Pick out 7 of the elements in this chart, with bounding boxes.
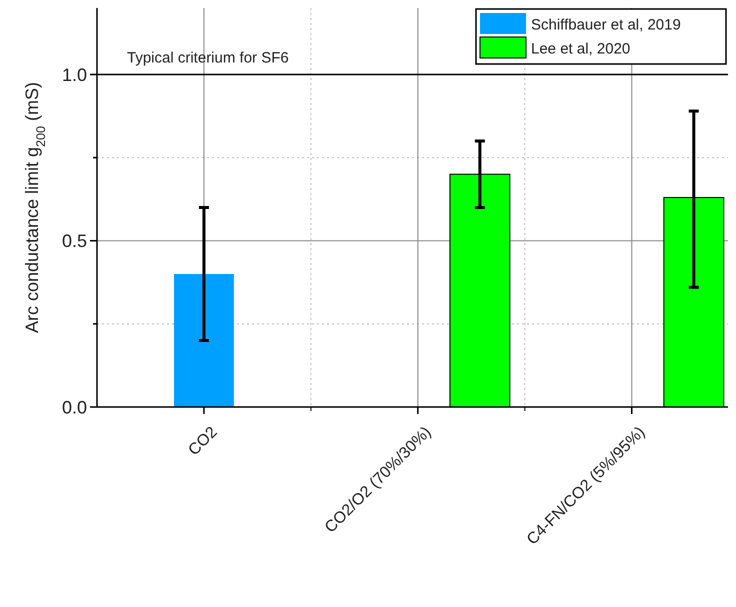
y-tick-label: 0.5 (62, 231, 87, 252)
legend-label: Schiffbauer et al, 2019 (531, 16, 681, 34)
y-tick-label: 1.0 (62, 64, 87, 85)
ref-line-label: Typical criterium for SF6 (127, 50, 289, 66)
y-tick-label: 0.0 (62, 397, 87, 418)
x-tick-label: CO2 (185, 424, 221, 460)
legend-label: Lee et al, 2020 (531, 40, 630, 58)
